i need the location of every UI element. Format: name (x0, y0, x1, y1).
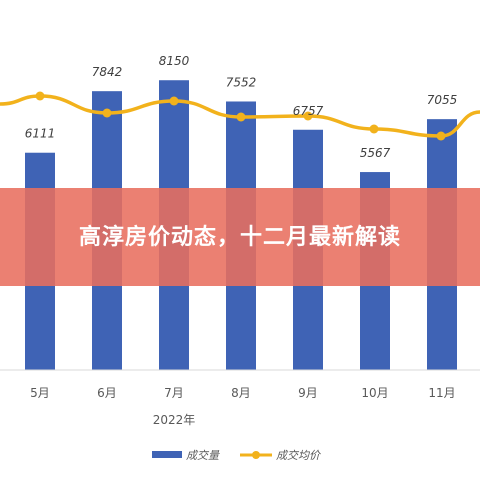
bar-value-label: 7055 (427, 93, 458, 107)
x-tick-label: 10月 (361, 386, 388, 400)
price-point-9月 (303, 111, 313, 121)
bar-value-label: 7842 (92, 65, 123, 79)
bar-value-label: 6757 (293, 104, 324, 118)
price-point-6月 (102, 108, 112, 118)
price-line-layer (0, 91, 480, 141)
legend-marker-price (252, 451, 260, 459)
x-tick-label: 9月 (298, 386, 318, 400)
legend: 成交量 成交均价 (152, 449, 321, 462)
x-tick-label: 8月 (231, 386, 251, 400)
price-point-11月 (436, 131, 446, 141)
title-banner: 高淳房价动态，十二月最新解读 (0, 188, 480, 286)
bar-value-label: 7552 (226, 75, 257, 89)
price-point-10月 (369, 124, 379, 134)
legend-label-volume: 成交量 (186, 449, 220, 462)
bar-value-label: 6111 (25, 127, 56, 141)
price-point-5月 (35, 91, 45, 101)
year-label: 2022年 (153, 413, 196, 427)
value-labels-layer: 6111 7842 8150 7552 6757 5567 7055 (25, 54, 458, 160)
x-tick-label: 11月 (428, 386, 455, 400)
bar-value-label: 5567 (360, 146, 391, 160)
legend-swatch-volume (152, 451, 182, 458)
x-tick-label: 5月 (30, 386, 50, 400)
page-title: 高淳房价动态，十二月最新解读 (78, 224, 401, 250)
bar-value-label: 8150 (159, 54, 190, 68)
x-tick-label: 6月 (97, 386, 117, 400)
price-point-8月 (236, 112, 246, 122)
x-tick-label: 7月 (164, 386, 184, 400)
price-point-7月 (169, 96, 179, 106)
legend-label-price: 成交均价 (276, 449, 321, 462)
x-axis: 5月 6月 7月 8月 9月 10月 11月 2022年 (0, 369, 480, 427)
